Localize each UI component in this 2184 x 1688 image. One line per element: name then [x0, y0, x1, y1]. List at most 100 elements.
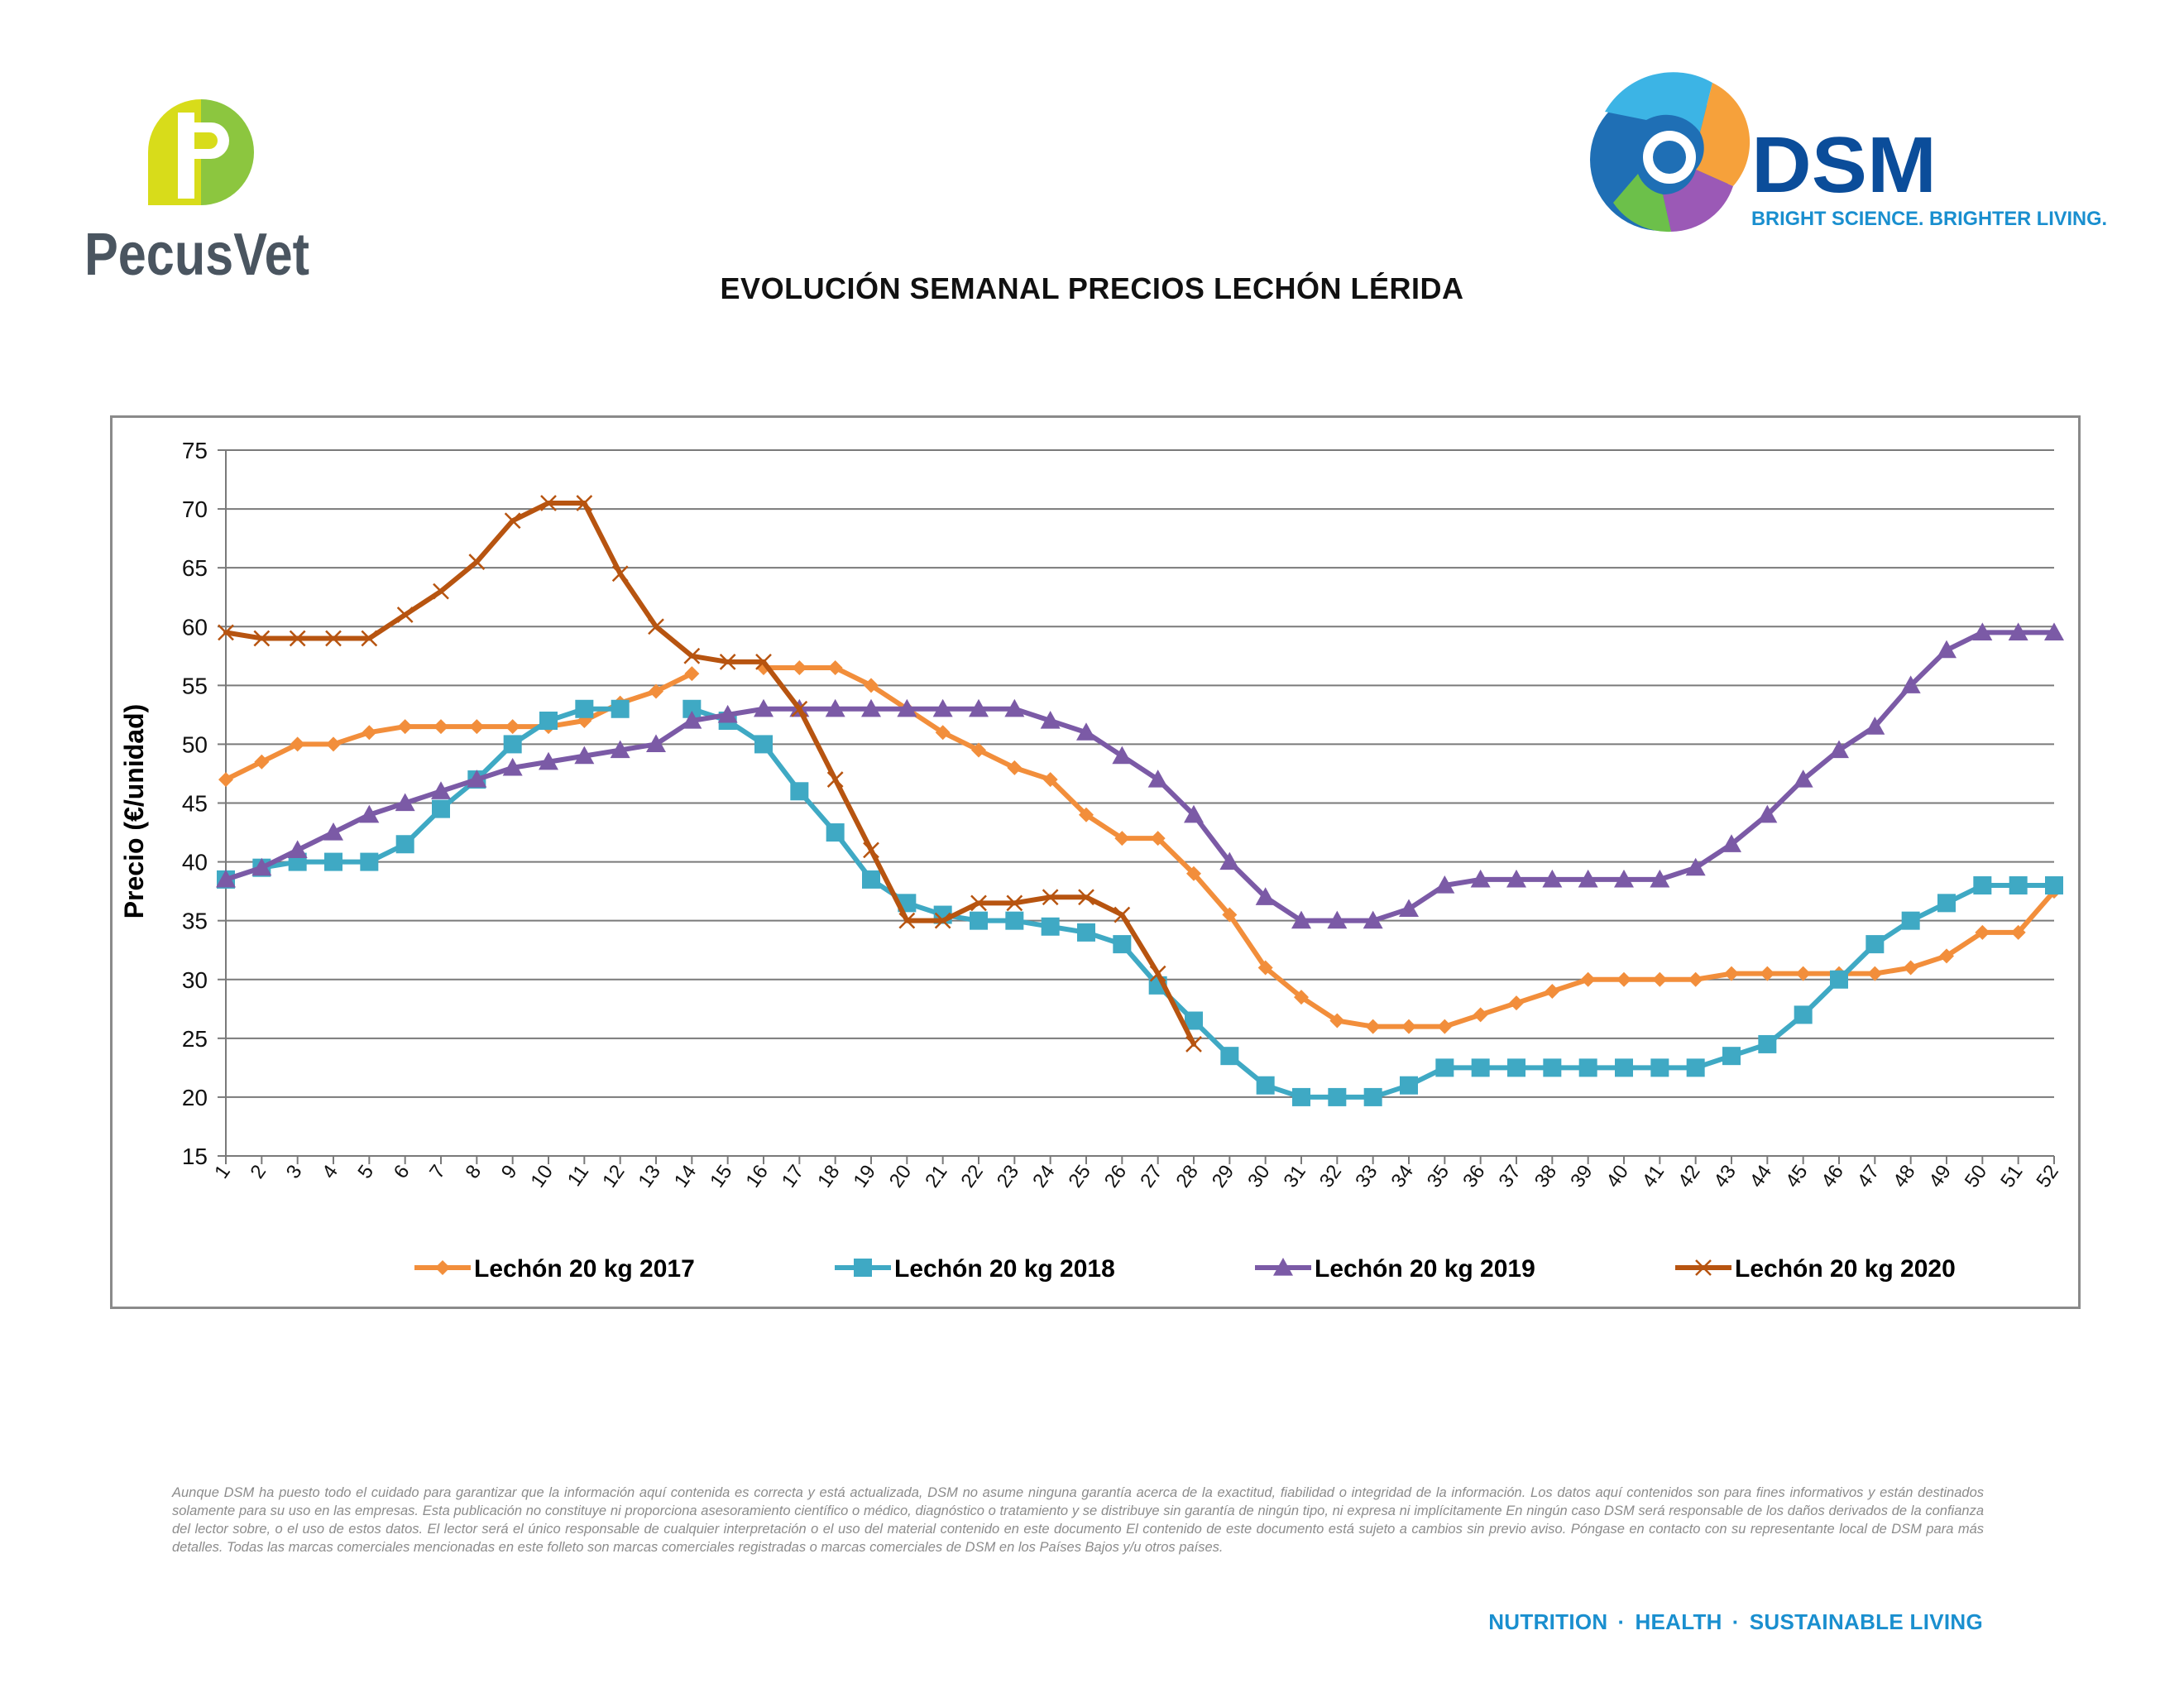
- y-tick-label: 30: [182, 967, 208, 993]
- pecusvet-logo-text: PecusVet: [84, 222, 309, 288]
- x-tick-label: 50: [1961, 1161, 1991, 1192]
- y-tick-label: 55: [182, 673, 208, 698]
- data-point: [825, 698, 845, 717]
- data-point: [359, 804, 380, 823]
- data-point: [1506, 869, 1526, 888]
- data-point: [1294, 990, 1309, 1005]
- data-point: [1400, 1076, 1418, 1095]
- data-point: [1222, 907, 1238, 923]
- series-2: [217, 699, 2063, 1106]
- data-point: [970, 911, 988, 930]
- data-point: [1757, 804, 1778, 823]
- x-tick-label: 25: [1064, 1161, 1094, 1192]
- data-point: [1975, 924, 1990, 940]
- data-point: [792, 660, 807, 676]
- pecusvet-logo: PecusVet: [84, 99, 309, 288]
- data-point: [1147, 770, 1168, 788]
- data-point: [1434, 875, 1455, 894]
- data-point: [2009, 876, 2028, 895]
- x-tick-label: 4: [318, 1161, 342, 1182]
- data-point: [1652, 971, 1668, 987]
- data-point: [1437, 1019, 1453, 1034]
- data-point: [433, 583, 449, 600]
- data-point: [1939, 948, 1954, 964]
- x-tick-label: 22: [956, 1161, 987, 1192]
- x-tick-label: 1: [210, 1161, 235, 1182]
- data-point: [1149, 965, 1166, 982]
- data-point: [1184, 804, 1204, 823]
- y-tick-label: 45: [182, 791, 208, 817]
- legend-marker: [854, 1259, 872, 1277]
- data-point: [790, 782, 809, 801]
- data-point: [683, 647, 701, 664]
- x-tick-label: 11: [563, 1161, 593, 1191]
- data-point: [1973, 876, 1992, 895]
- data-point: [1435, 1058, 1454, 1077]
- data-point: [1760, 966, 1775, 981]
- data-point: [1937, 894, 1956, 913]
- x-tick-label: 26: [1100, 1161, 1131, 1192]
- data-point: [1329, 1013, 1345, 1029]
- data-point: [827, 660, 843, 676]
- data-point: [1113, 935, 1132, 954]
- data-point: [1722, 834, 1741, 852]
- data-point: [970, 894, 987, 912]
- y-tick-label: 60: [182, 614, 208, 640]
- series-1: [218, 660, 2062, 1034]
- data-point: [2044, 622, 2064, 640]
- data-point: [756, 660, 771, 676]
- x-tick-label: 2: [246, 1161, 271, 1182]
- data-point: [1363, 910, 1383, 929]
- x-tick-label: 23: [993, 1161, 1023, 1192]
- data-point: [360, 852, 379, 871]
- data-point: [1473, 1007, 1488, 1023]
- data-point: [2045, 876, 2063, 895]
- legend-marker: [1273, 1258, 1293, 1276]
- data-point: [505, 719, 520, 735]
- data-point: [1578, 1058, 1597, 1077]
- data-point: [1078, 889, 1094, 906]
- data-point: [1004, 698, 1025, 717]
- dsm-logo-slogan: BRIGHT SCIENCE. BRIGHTER LIVING.: [1751, 208, 2107, 230]
- data-point: [1291, 910, 1311, 929]
- legend-label: Lechón 20 kg 2018: [894, 1255, 1115, 1283]
- data-point: [218, 772, 233, 788]
- data-point: [251, 857, 272, 876]
- x-tick-label: 15: [706, 1161, 736, 1192]
- x-tick-label: 48: [1889, 1161, 1919, 1192]
- data-point: [826, 771, 844, 788]
- x-tick-label: 14: [670, 1161, 701, 1192]
- x-tick-label: 45: [1781, 1161, 1812, 1192]
- data-point: [1865, 717, 1885, 735]
- data-point: [468, 554, 486, 570]
- dsm-logo-text: DSM: [1751, 121, 1937, 209]
- x-tick-label: 47: [1853, 1161, 1884, 1192]
- data-point: [754, 698, 774, 717]
- x-tick-label: 16: [741, 1161, 772, 1192]
- data-point: [1867, 966, 1883, 981]
- x-tick-label: 6: [390, 1161, 414, 1182]
- legend: Lechón 20 kg 2017 Lechón 20 kg 2018 Lechón…: [414, 1255, 1956, 1283]
- data-point: [684, 666, 700, 682]
- data-point: [1901, 911, 1920, 930]
- data-point: [1007, 760, 1023, 775]
- data-point: [611, 699, 630, 718]
- pecusvet-logo-mark: [148, 99, 254, 205]
- data-point: [863, 842, 879, 859]
- series-line: [223, 671, 695, 783]
- dsm-logo-swirl: [1590, 72, 1751, 233]
- data-point: [1688, 971, 1703, 987]
- data-point: [1650, 869, 1670, 888]
- series-line: [223, 630, 2057, 923]
- data-point: [2008, 622, 2028, 640]
- data-point: [503, 735, 522, 754]
- data-point: [1614, 869, 1634, 888]
- data-point: [539, 751, 558, 770]
- x-tick-label: 36: [1458, 1161, 1489, 1192]
- data-point: [1724, 966, 1739, 981]
- x-tick-label: 46: [1817, 1161, 1847, 1192]
- data-point: [862, 870, 880, 889]
- data-point: [898, 912, 916, 929]
- footer-separator: ·: [1731, 1609, 1740, 1634]
